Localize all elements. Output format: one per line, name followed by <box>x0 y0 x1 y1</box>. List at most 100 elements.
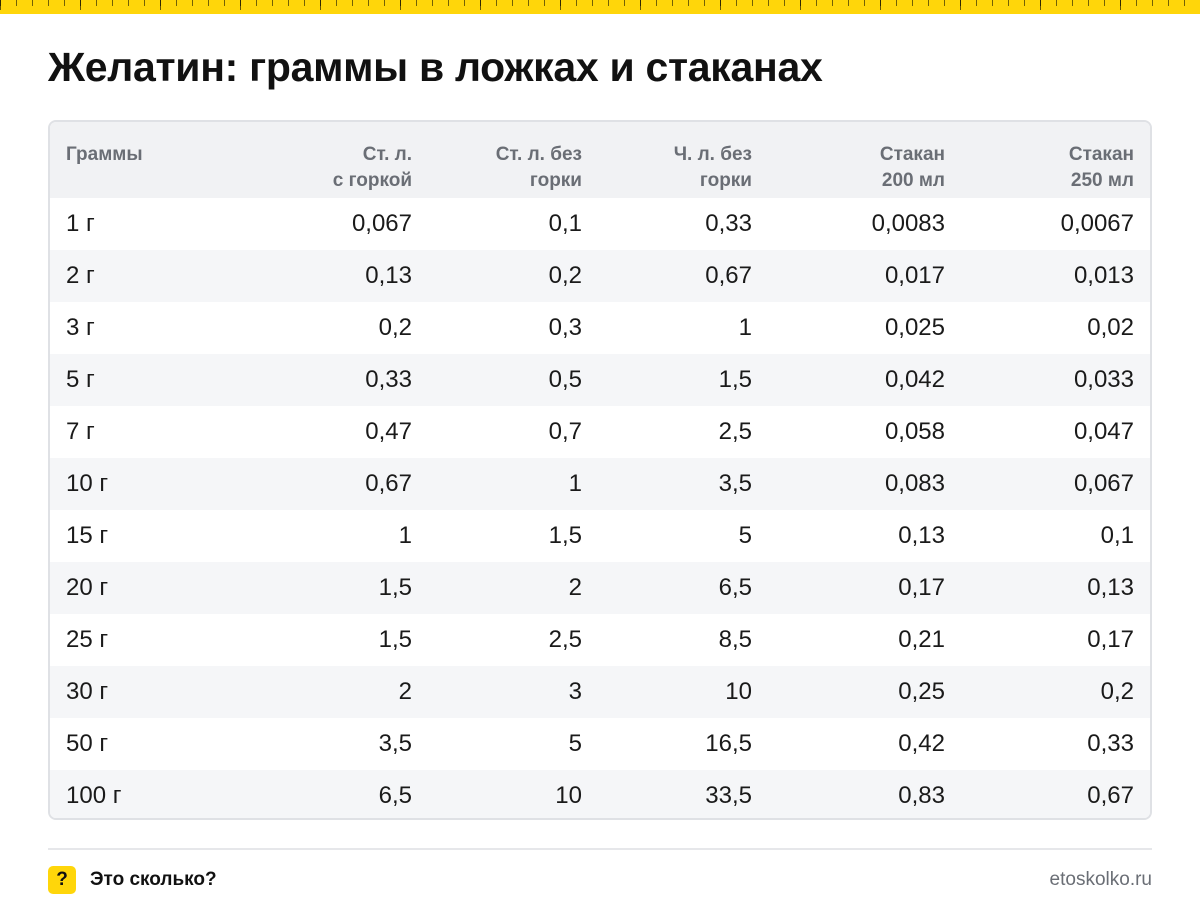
column-header-line: горки <box>529 170 582 191</box>
table-row: 2 г 0,13 0,2 0,67 0,017 0,013 <box>50 250 1150 302</box>
column-header-line: 200 мл <box>881 170 945 191</box>
column-header-line: с горкой <box>332 170 412 191</box>
site-link[interactable]: etoskolko.ru <box>1049 869 1152 890</box>
value-cell: 3,5 <box>718 470 752 497</box>
value-cell: 0,2 <box>548 262 582 289</box>
grams-cell: 25 г <box>66 626 109 653</box>
ruler-major-ticks <box>0 0 1200 10</box>
footer-divider <box>48 848 1152 850</box>
value-cell: 0,1 <box>1100 522 1134 549</box>
value-cell: 0,13 <box>365 262 412 289</box>
value-cell: 2,5 <box>718 418 752 445</box>
value-cell: 0,33 <box>1087 730 1134 757</box>
column-header: Ч. л. без горки <box>598 122 768 198</box>
value-cell: 0,67 <box>365 470 412 497</box>
value-cell: 1,5 <box>718 366 752 393</box>
column-header-line: Граммы <box>66 144 143 165</box>
table-row: 30 г 2 3 10 0,25 0,2 <box>50 666 1150 718</box>
conversion-table-card: Граммы Ст. л. с горкой Ст. л. без горки Ч. л.… <box>48 120 1152 820</box>
value-cell: 0,21 <box>898 626 945 653</box>
value-cell: 0,042 <box>884 366 945 393</box>
brand[interactable]: ? Это сколько? <box>48 866 217 894</box>
value-cell: 0,2 <box>1100 678 1134 705</box>
value-cell: 0,67 <box>705 262 752 289</box>
value-cell: 1 <box>738 314 752 341</box>
value-cell: 0,13 <box>1087 574 1134 601</box>
value-cell: 0,025 <box>884 314 945 341</box>
value-cell: 0,17 <box>898 574 945 601</box>
value-cell: 3,5 <box>378 730 412 757</box>
grams-cell: 10 г <box>66 470 109 497</box>
value-cell: 2 <box>398 678 412 705</box>
value-cell: 0,83 <box>898 782 945 809</box>
column-header: Ст. л. с горкой <box>240 122 428 198</box>
value-cell: 6,5 <box>378 782 412 809</box>
value-cell: 0,47 <box>365 418 412 445</box>
value-cell: 2 <box>568 574 582 601</box>
table-row: 50 г 3,5 5 16,5 0,42 0,33 <box>50 718 1150 770</box>
value-cell: 2,5 <box>548 626 582 653</box>
value-cell: 0,02 <box>1087 314 1134 341</box>
grams-cell: 7 г <box>66 418 95 445</box>
grams-cell: 50 г <box>66 730 109 757</box>
value-cell: 3 <box>568 678 582 705</box>
column-header: Стакан 200 мл <box>768 122 961 198</box>
value-cell: 5 <box>738 522 752 549</box>
table-row: 100 г 6,5 10 33,5 0,83 0,67 <box>50 770 1150 818</box>
grams-cell: 100 г <box>66 782 122 809</box>
value-cell: 0,017 <box>884 262 945 289</box>
value-cell: 0,13 <box>898 522 945 549</box>
value-cell: 0,013 <box>1073 262 1134 289</box>
value-cell: 0,7 <box>548 418 582 445</box>
value-cell: 1,5 <box>378 574 412 601</box>
value-cell: 0,058 <box>884 418 945 445</box>
value-cell: 0,3 <box>548 314 582 341</box>
value-cell: 0,2 <box>378 314 412 341</box>
grams-cell: 2 г <box>66 262 95 289</box>
table-body: 1 г 0,067 0,1 0,33 0,0083 0,0067 2 г 0,13 0,2 0,6… <box>50 198 1150 818</box>
value-cell: 10 <box>725 678 752 705</box>
table-row: 1 г 0,067 0,1 0,33 0,0083 0,0067 <box>50 198 1150 250</box>
value-cell: 10 <box>555 782 582 809</box>
column-header: Граммы <box>50 122 240 198</box>
value-cell: 0,25 <box>898 678 945 705</box>
grams-cell: 30 г <box>66 678 109 705</box>
column-header-line: Стакан <box>879 144 945 165</box>
value-cell: 6,5 <box>718 574 752 601</box>
value-cell: 0,17 <box>1087 626 1134 653</box>
value-cell: 1,5 <box>378 626 412 653</box>
column-header-line: Ч. л. без <box>673 144 752 165</box>
column-header: Ст. л. без горки <box>428 122 598 198</box>
value-cell: 0,42 <box>898 730 945 757</box>
value-cell: 0,33 <box>705 210 752 237</box>
table-row: 3 г 0,2 0,3 1 0,025 0,02 <box>50 302 1150 354</box>
value-cell: 1 <box>398 522 412 549</box>
value-cell: 0,083 <box>884 470 945 497</box>
grams-cell: 15 г <box>66 522 109 549</box>
value-cell: 1 <box>568 470 582 497</box>
value-cell: 0,0067 <box>1060 210 1134 237</box>
column-header-line: Ст. л. без <box>495 144 582 165</box>
value-cell: 0,067 <box>351 210 412 237</box>
value-cell: 1,5 <box>548 522 582 549</box>
grams-cell: 5 г <box>66 366 95 393</box>
grams-cell: 1 г <box>66 210 95 237</box>
brand-name: Это сколько? <box>90 869 217 890</box>
column-header-line: Ст. л. <box>362 144 412 165</box>
value-cell: 0,0083 <box>871 210 945 237</box>
value-cell: 0,033 <box>1073 366 1134 393</box>
table-row: 10 г 0,67 1 3,5 0,083 0,067 <box>50 458 1150 510</box>
column-header-line: 250 мл <box>1070 170 1134 191</box>
column-header-line: Стакан <box>1068 144 1134 165</box>
value-cell: 33,5 <box>705 782 752 809</box>
value-cell: 0,33 <box>365 366 412 393</box>
value-cell: 0,047 <box>1073 418 1134 445</box>
table-header-row: Граммы Ст. л. с горкой Ст. л. без горки Ч. л.… <box>50 122 1150 198</box>
conversion-table: Граммы Ст. л. с горкой Ст. л. без горки Ч. л.… <box>50 122 1150 818</box>
value-cell: 0,5 <box>548 366 582 393</box>
table-row: 25 г 1,5 2,5 8,5 0,21 0,17 <box>50 614 1150 666</box>
table-row: 5 г 0,33 0,5 1,5 0,042 0,033 <box>50 354 1150 406</box>
value-cell: 0,1 <box>548 210 582 237</box>
column-header-line: горки <box>699 170 752 191</box>
value-cell: 0,067 <box>1073 470 1134 497</box>
